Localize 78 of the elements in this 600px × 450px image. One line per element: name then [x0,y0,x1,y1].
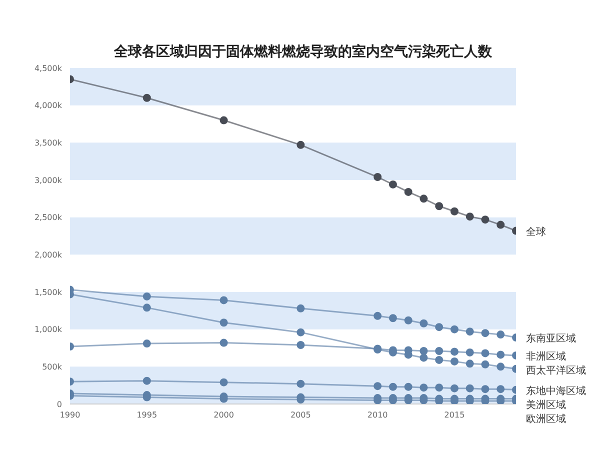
point [466,348,474,356]
point [435,323,444,332]
y-tick-label: 4,000k [34,101,62,110]
series-label: 东地中海区域 [526,384,586,397]
point [435,384,444,392]
point [496,350,505,359]
point [142,94,151,102]
series-label: 欧洲区域 [526,412,566,425]
point [420,354,428,362]
point [404,188,412,196]
point [450,384,458,392]
series-label: 西太平洋区域 [526,364,586,376]
y-tick-label: 500k [42,362,62,372]
point [220,318,228,327]
point [296,341,305,350]
point [142,304,151,312]
point [496,330,505,339]
point [496,220,505,229]
x-tick-label: 2000 [214,410,234,420]
point [374,173,382,182]
y-tick-label: 3,000k [34,176,62,185]
point [481,349,490,358]
point [220,296,228,304]
point [296,328,305,336]
point [296,304,305,312]
point [450,357,458,366]
point [404,382,412,391]
point [374,312,382,320]
point [481,216,490,224]
point [466,384,474,392]
x-tick-label: 2015 [444,410,465,420]
point [404,316,412,324]
point [435,202,444,210]
point [435,356,444,364]
y-tick-label: 4,500k [34,64,62,73]
point [142,292,151,300]
point [420,319,428,328]
point [466,360,474,368]
y-tick-label: 0 [56,400,62,409]
point [220,116,228,124]
point [420,194,428,203]
series-label: 东南亚区域 [526,332,576,345]
point [420,384,428,392]
point [296,380,305,388]
y-tick-label: 1,500k [34,288,62,297]
point [435,346,444,355]
point [220,378,228,386]
point [374,382,382,390]
point [450,207,458,216]
point [296,140,305,149]
series-label: 全球 [526,226,546,238]
y-tick-label: 2,500k [34,213,62,222]
point [420,346,428,355]
chart-title: 全球各区域归因于固体燃料燃烧导致的室内空气污染死亡人数 [113,43,493,61]
point [388,314,397,322]
y-tick-label: 2,000k [34,250,62,260]
y-tick-label: 1,000k [34,325,62,334]
point [450,325,458,334]
x-tick-label: 1990 [60,410,80,420]
point [496,362,505,371]
point [481,329,490,338]
point [142,376,151,385]
y-tick-label: 3,500k [34,138,62,148]
x-tick-label: 2005 [290,410,311,420]
series-label: 非洲区域 [526,350,566,362]
point [481,385,490,394]
point [450,348,458,356]
point [142,340,151,348]
point [466,212,474,221]
point [388,382,397,391]
x-tick-label: 1995 [136,410,158,420]
point [466,328,474,336]
x-tick-label: 2010 [367,410,388,420]
point [496,385,505,394]
point [220,338,228,347]
point [481,360,490,368]
point [388,180,397,188]
series-label: 美洲区域 [526,398,566,411]
